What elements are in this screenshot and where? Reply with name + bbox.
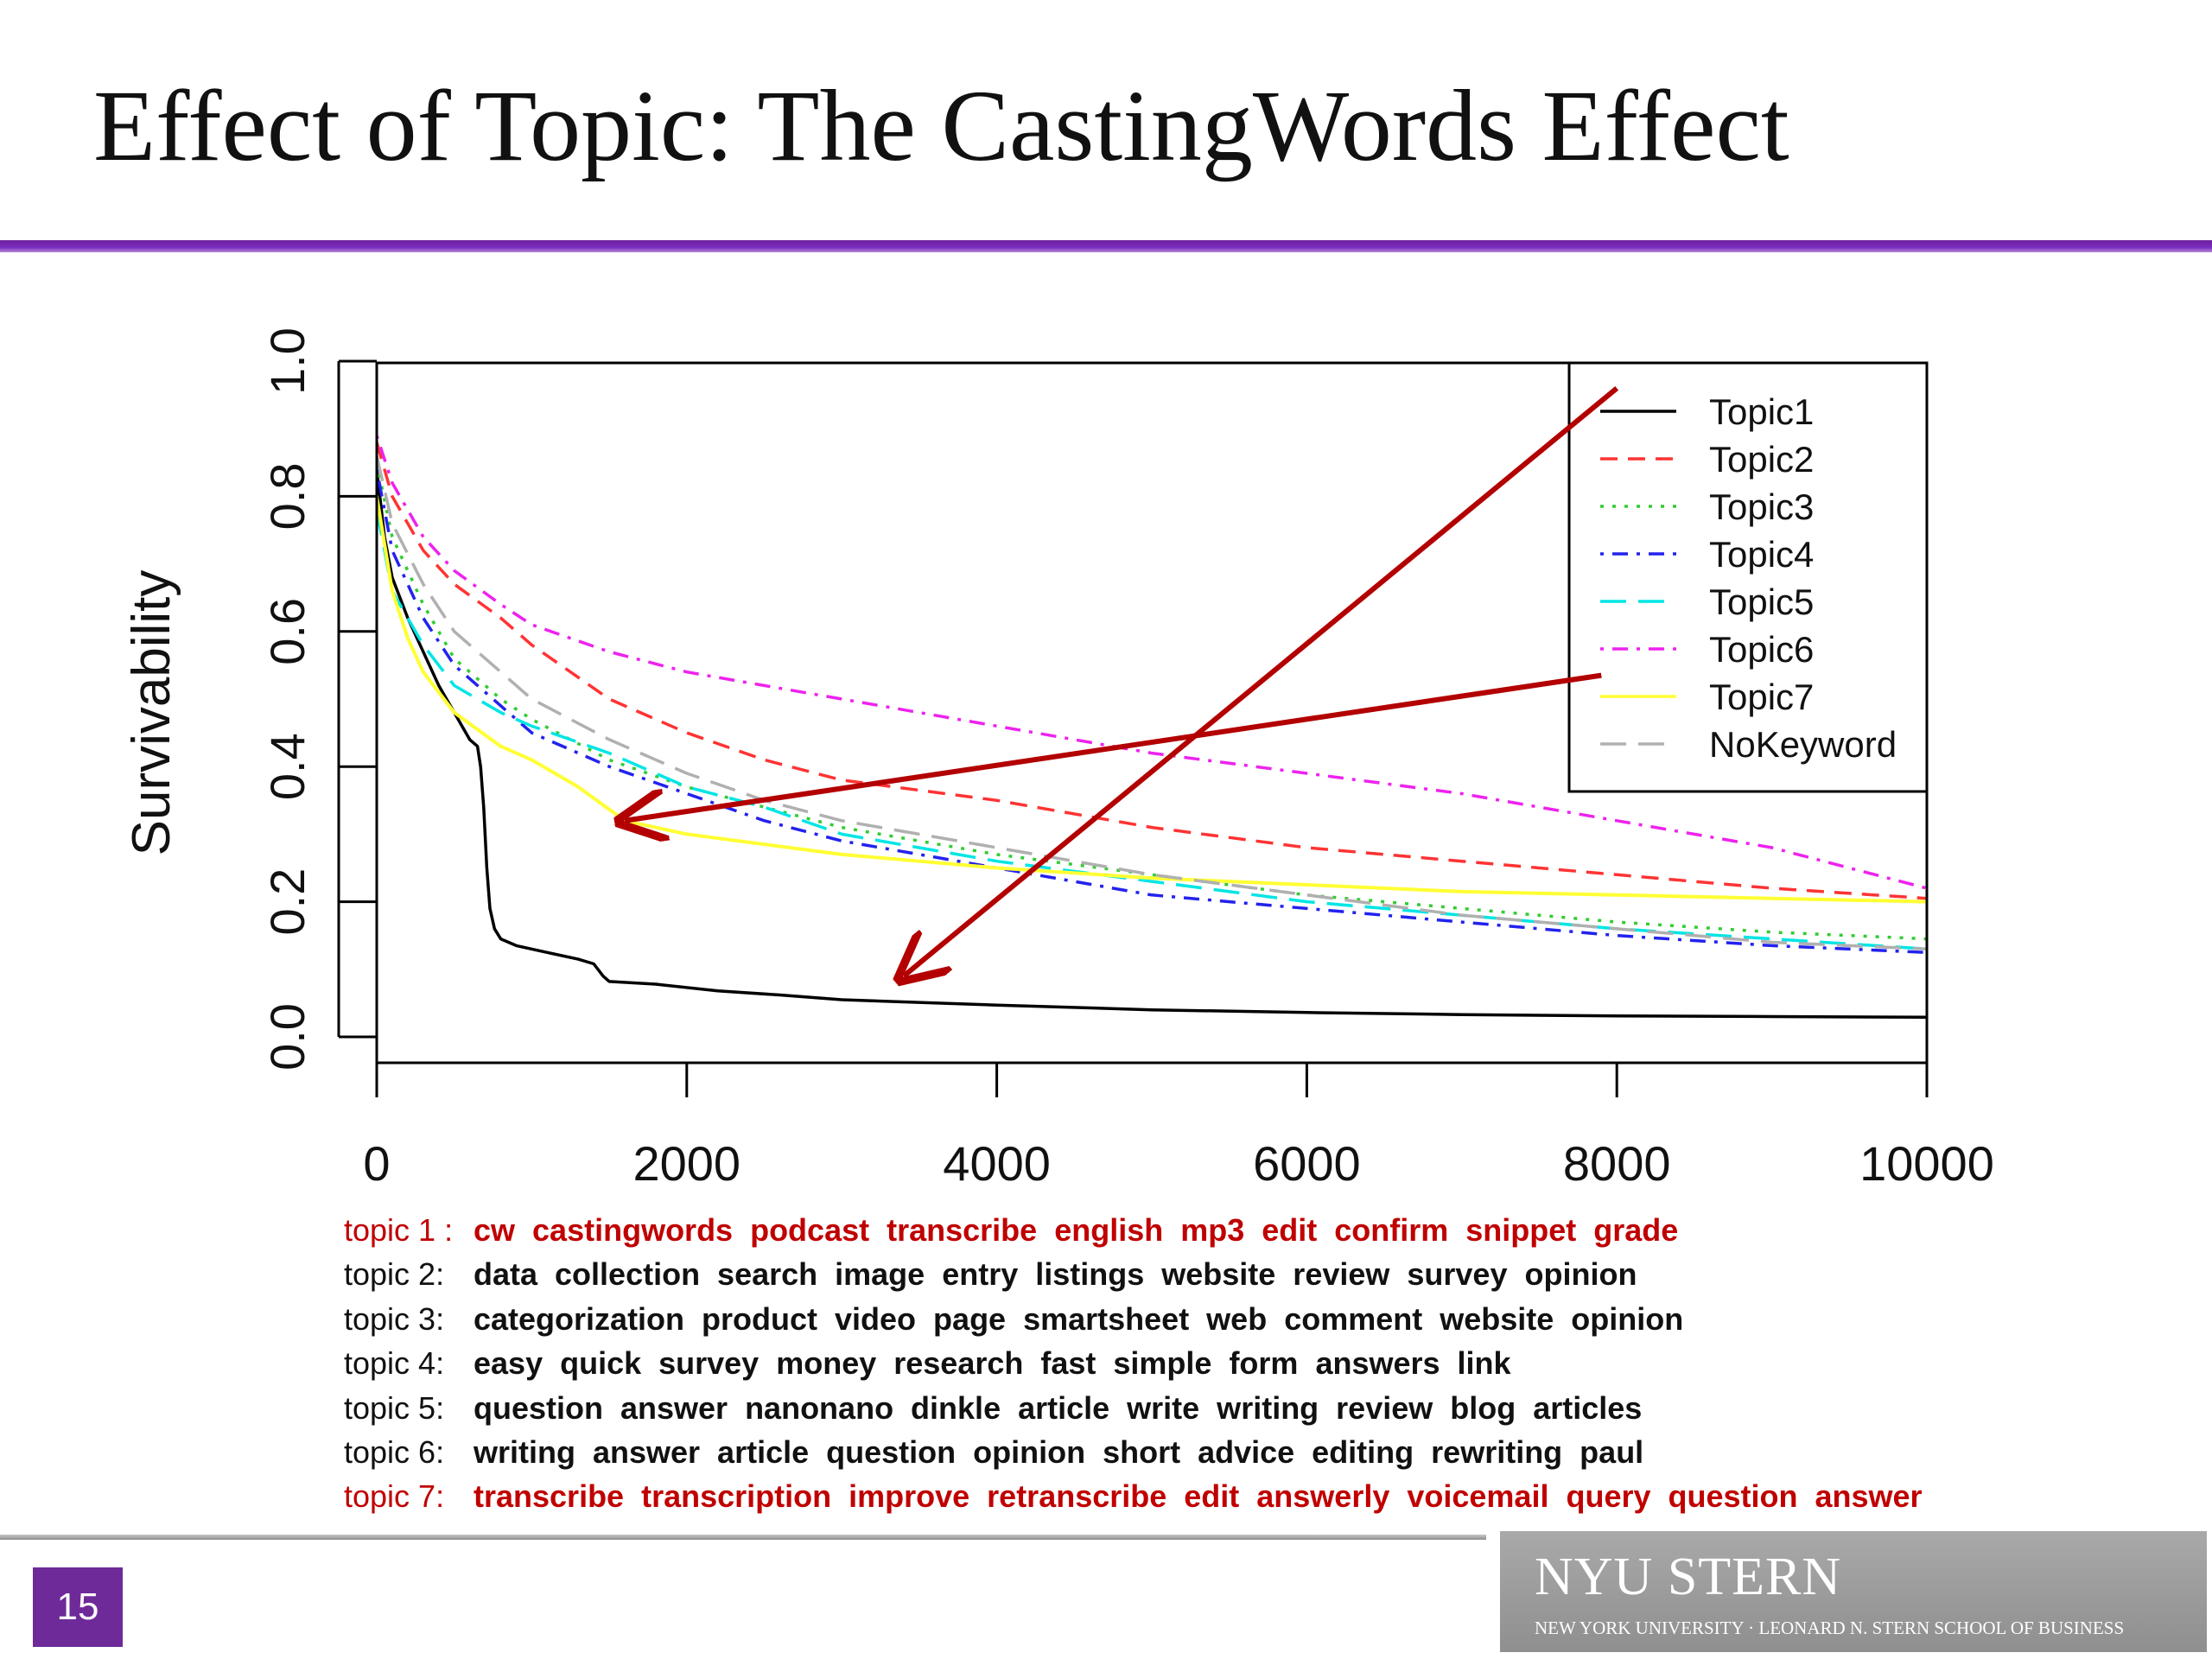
topic-keyword-row: topic 6: writing answer article question … bbox=[344, 1430, 1923, 1474]
y-tick-label: 0.4 bbox=[260, 733, 315, 800]
topic-label: topic 3: bbox=[344, 1300, 445, 1337]
logo-text: NYU STERN bbox=[1535, 1548, 1842, 1606]
x-tick-label: 8000 bbox=[1563, 1136, 1671, 1191]
x-tick-label: 10000 bbox=[1859, 1136, 1994, 1191]
y-tick-label: 0.6 bbox=[260, 598, 315, 665]
page-number: 15 bbox=[33, 1567, 123, 1647]
topic-words: easy quick survey money research fast si… bbox=[474, 1345, 1511, 1382]
series-topic1 bbox=[377, 468, 1927, 1020]
slide-title: Effect of Topic: The CastingWords Effect bbox=[93, 69, 1789, 182]
y-tick-label: 1.0 bbox=[260, 327, 315, 395]
legend-label-topic5: Topic5 bbox=[1709, 582, 1814, 622]
topic-words: data collection search image entry listi… bbox=[474, 1256, 1637, 1293]
series-topic3 bbox=[377, 461, 1927, 941]
legend-label-topic6: Topic6 bbox=[1709, 629, 1814, 670]
topic-words: transcribe transcription improve retrans… bbox=[474, 1478, 1923, 1515]
legend-label-topic4: Topic4 bbox=[1709, 534, 1814, 575]
topic-words: question answer nanonano dinkle article … bbox=[474, 1389, 1643, 1426]
topic-words: categorization product video page smarts… bbox=[474, 1300, 1684, 1337]
x-axis: 0 2000 4000 6000 8000 10000 bbox=[363, 1061, 1994, 1191]
topic-keyword-row: topic 7: transcribe transcription improve… bbox=[344, 1474, 1923, 1518]
y-tick-label: 0.2 bbox=[260, 868, 315, 936]
annotation-arrow-1 bbox=[904, 385, 1619, 976]
topic-label: topic 1 : bbox=[344, 1212, 454, 1248]
topic-label: topic 7: bbox=[344, 1478, 445, 1515]
x-tick-label: 6000 bbox=[1253, 1136, 1361, 1191]
title-divider bbox=[0, 240, 2212, 252]
series-topic4 bbox=[377, 468, 1927, 955]
topic-label: topic 4: bbox=[344, 1345, 445, 1382]
legend-box bbox=[1567, 361, 1929, 793]
topic-label: topic 2: bbox=[344, 1256, 445, 1293]
annotation-layer bbox=[625, 385, 1619, 976]
topic-keyword-row: topic 5: question answer nanonano dinkle … bbox=[344, 1386, 1923, 1430]
topic-keyword-row: topic 4: easy quick survey money research… bbox=[344, 1341, 1923, 1385]
annotation-arrow-2 bbox=[625, 672, 1602, 821]
logo-subtext: NEW YORK UNIVERSITY · LEONARD N. STERN S… bbox=[1535, 1618, 2125, 1638]
topic-label: topic 6: bbox=[344, 1433, 445, 1470]
topic-words: cw castingwords podcast transcribe engli… bbox=[474, 1212, 1679, 1248]
legend-label-topic1: Topic1 bbox=[1709, 391, 1814, 432]
series-topic2 bbox=[377, 442, 1927, 900]
y-axis-label: Survivability bbox=[122, 570, 181, 856]
topic-keyword-row: topic 1 : cw castingwords podcast transcr… bbox=[344, 1208, 1923, 1252]
topic-words: writing answer article question opinion … bbox=[474, 1433, 1644, 1470]
topic-label: topic 5: bbox=[344, 1389, 445, 1426]
x-tick-label: 0 bbox=[363, 1136, 390, 1191]
topic-keywords: topic 1 : cw castingwords podcast transcr… bbox=[344, 1208, 1923, 1519]
nyu-stern-logo: NYU STERN NEW YORK UNIVERSITY · LEONARD … bbox=[1500, 1531, 2207, 1652]
footer-divider bbox=[0, 1535, 1486, 1540]
y-axis: 0.0 0.2 0.4 0.6 0.8 1.0 bbox=[260, 327, 377, 1071]
x-tick-label: 4000 bbox=[943, 1136, 1051, 1191]
legend-label-nokeyword: NoKeyword bbox=[1709, 724, 1897, 765]
legend: Topic1 Topic2 Topic3 Topic4 Topic5 Topic6 Topi… bbox=[1567, 361, 1929, 793]
series-topic6 bbox=[377, 435, 1927, 890]
y-tick-label: 0.8 bbox=[260, 462, 315, 530]
x-tick-label: 2000 bbox=[633, 1136, 741, 1191]
legend-label-topic2: Topic2 bbox=[1709, 439, 1814, 480]
survival-chart: 0.0 0.2 0.4 0.6 0.8 1.0 0 2000 4000 6000 8000 1000… bbox=[122, 327, 1994, 1191]
legend-label-topic7: Topic7 bbox=[1709, 677, 1814, 717]
y-tick-label: 0.0 bbox=[260, 1003, 315, 1071]
topic-keyword-row: topic 2: data collection search image ent… bbox=[344, 1252, 1923, 1296]
legend-label-topic3: Topic3 bbox=[1709, 486, 1814, 527]
topic-keyword-row: topic 3: categorization product video pag… bbox=[344, 1297, 1923, 1341]
